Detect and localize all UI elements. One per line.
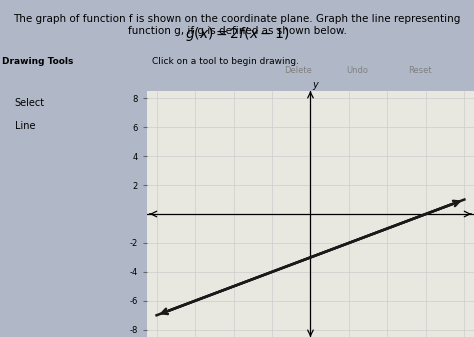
Text: Reset: Reset <box>408 66 431 75</box>
Text: Line: Line <box>15 121 35 130</box>
Text: The graph of function f is shown on the coordinate plane. Graph the line represe: The graph of function f is shown on the … <box>13 14 461 36</box>
Text: $g(x) = 2f(x - 1)$: $g(x) = 2f(x - 1)$ <box>185 25 289 43</box>
Text: Click on a tool to begin drawing.: Click on a tool to begin drawing. <box>152 57 299 66</box>
Text: Drawing Tools: Drawing Tools <box>2 57 74 66</box>
Text: Delete: Delete <box>284 66 312 75</box>
Text: Undo: Undo <box>346 66 368 75</box>
Text: y: y <box>312 80 318 90</box>
Text: Select: Select <box>15 98 45 109</box>
